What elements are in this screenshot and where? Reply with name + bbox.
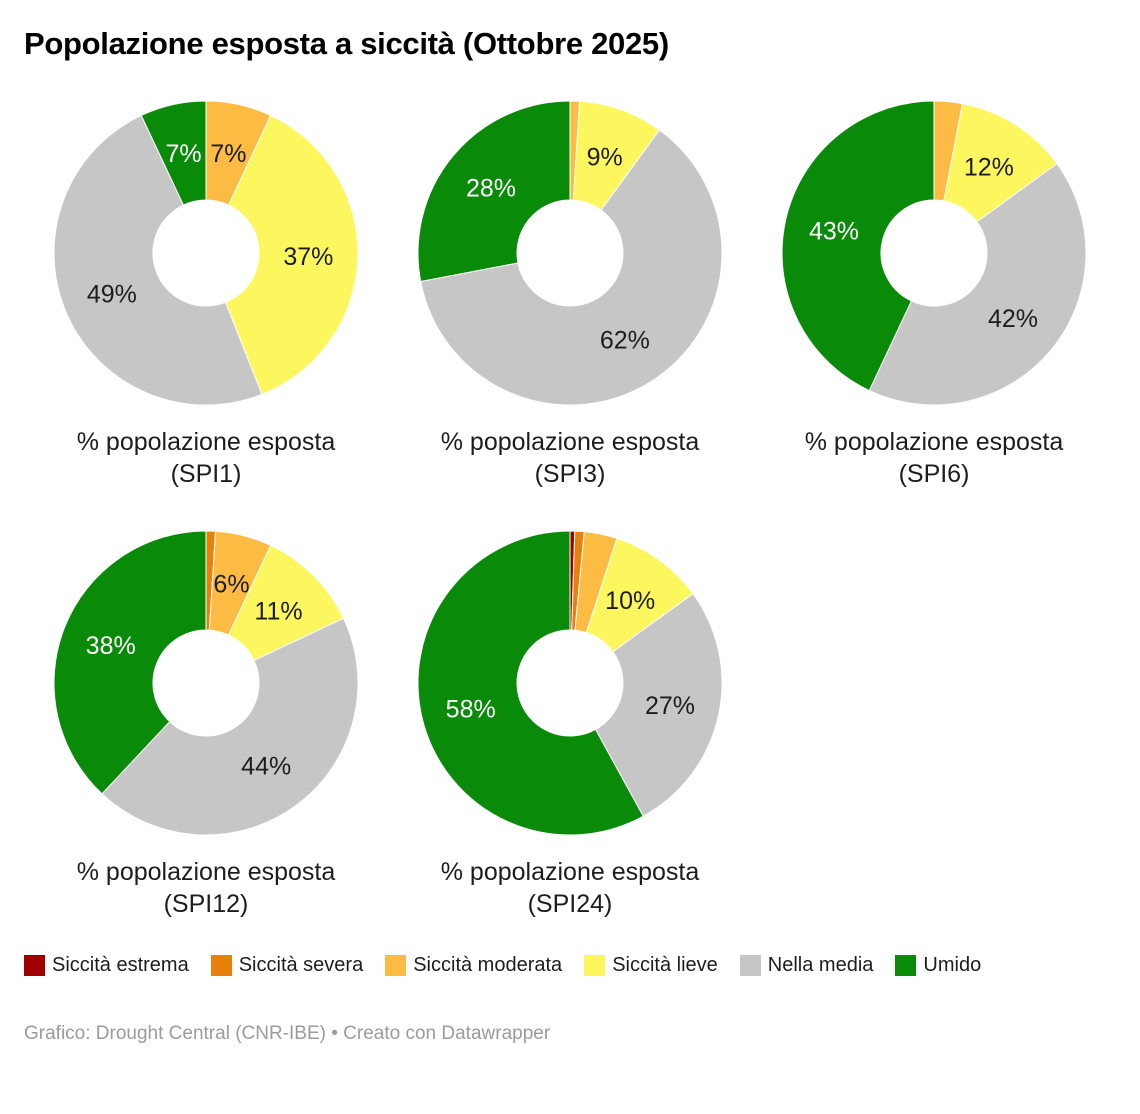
- donut-slice: [417, 100, 571, 282]
- chart-caption-line2: (SPI6): [898, 459, 970, 488]
- legend-item-umido: Umido: [895, 954, 981, 977]
- chart-caption: % popolazione esposta (SPI6): [805, 426, 1064, 490]
- slice-label: 62%: [600, 326, 650, 354]
- donut-svg: 10% 27% 58%: [417, 530, 723, 836]
- donut-svg: 12% 42% 43%: [781, 100, 1087, 406]
- slice-label: 11%: [254, 597, 302, 625]
- legend: Siccità estrema Siccità severa Siccità mod…: [24, 954, 1116, 977]
- donut-chart: 7% 37% 49% 7% % popolazione esposta (SPI1): [24, 98, 388, 490]
- donut-svg: 7% 37% 49% 7%: [53, 100, 359, 406]
- legend-item-media: Nella media: [739, 953, 874, 977]
- chart-caption-line1: % popolazione esposta: [804, 427, 1064, 456]
- slice-label: 44%: [241, 752, 291, 780]
- chart-caption: % popolazione esposta (SPI3): [441, 426, 700, 490]
- charts-grid: 7% 37% 49% 7% % popolazione esposta (SPI1) …: [24, 98, 1116, 920]
- slice-label: 7%: [210, 139, 246, 167]
- slice-label: 43%: [809, 217, 859, 245]
- donut-slice: [101, 617, 359, 836]
- chart-caption: % popolazione esposta (SPI12): [77, 856, 336, 920]
- donut-slice: [781, 100, 935, 391]
- donut-slice: [943, 102, 1058, 223]
- chart-caption-line1: % popolazione esposta: [76, 427, 336, 456]
- slice-label: 7%: [166, 139, 202, 167]
- chart-caption-line1: % popolazione esposta: [440, 857, 700, 886]
- donut-slice: [53, 114, 263, 406]
- legend-item-estrema: Siccità estrema: [24, 954, 189, 977]
- donut-chart: 6% 11% 44% 38% % popolazione esposta (SPI12…: [24, 528, 388, 920]
- legend-swatch-severa: [210, 954, 232, 976]
- legend-swatch-media: [739, 954, 761, 976]
- chart-caption: % popolazione esposta (SPI1): [77, 426, 336, 490]
- donut-slice: [417, 530, 644, 836]
- legend-item-moderata: Siccità moderata: [385, 954, 562, 977]
- legend-label: Nella media: [767, 953, 874, 976]
- legend-label: Siccità estrema: [52, 953, 189, 976]
- donut-chart: 9% 62% 28% % popolazione esposta (SPI3): [388, 98, 752, 490]
- chart-caption: % popolazione esposta (SPI24): [441, 856, 700, 920]
- page-title: Popolazione esposta a siccità (Ottobre 2…: [24, 26, 669, 61]
- donut-slice: [140, 100, 207, 206]
- legend-swatch-moderata: [385, 954, 407, 976]
- donut-slice: [420, 128, 723, 406]
- slice-label: 38%: [86, 632, 136, 660]
- chart-caption-line2: (SPI1): [170, 459, 242, 488]
- slice-label: 42%: [988, 305, 1038, 333]
- slice-label: 37%: [283, 243, 333, 271]
- slice-label: 27%: [645, 692, 695, 720]
- slice-label: 12%: [964, 153, 1014, 181]
- donut-svg: 9% 62% 28%: [417, 100, 723, 406]
- slice-label: 10%: [605, 586, 655, 614]
- legend-swatch-lieve: [584, 954, 606, 976]
- chart-caption-line2: (SPI12): [163, 889, 249, 918]
- donut-chart: 12% 42% 43% % popolazione esposta (SPI6): [752, 98, 1116, 490]
- legend-item-severa: Siccità severa: [210, 953, 364, 977]
- legend-swatch-umido: [895, 954, 917, 976]
- slice-label: 6%: [213, 570, 249, 598]
- chart-caption-line2: (SPI3): [534, 459, 606, 488]
- legend-label: Umido: [923, 953, 982, 976]
- donut-slice: [868, 162, 1087, 406]
- legend-label: Siccità severa: [238, 953, 364, 976]
- donut-slice: [53, 530, 207, 795]
- donut-svg: 6%11% 44% 38%: [53, 530, 359, 836]
- legend-label: Siccità moderata: [413, 953, 563, 976]
- chart-caption-line2: (SPI24): [527, 889, 613, 918]
- donut-slice: [224, 114, 359, 395]
- slice-label: 9%: [587, 143, 623, 171]
- legend-swatch-estrema: [24, 954, 45, 976]
- legend-item-lieve: Siccità lieve: [584, 954, 718, 977]
- footer-credit: Grafico: Drought Central (CNR-IBE) • Cre…: [24, 1022, 551, 1044]
- legend-label: Siccità lieve: [612, 953, 718, 976]
- slice-label: 58%: [446, 695, 496, 723]
- donut-slice: [594, 592, 723, 817]
- slice-label: 28%: [466, 174, 516, 202]
- chart-caption-line1: % popolazione esposta: [76, 857, 336, 886]
- chart-caption-line1: % popolazione esposta: [440, 427, 700, 456]
- slice-label: 49%: [87, 280, 137, 308]
- donut-chart: 10% 27% 58% % popolazione esposta (SPI24): [388, 528, 752, 920]
